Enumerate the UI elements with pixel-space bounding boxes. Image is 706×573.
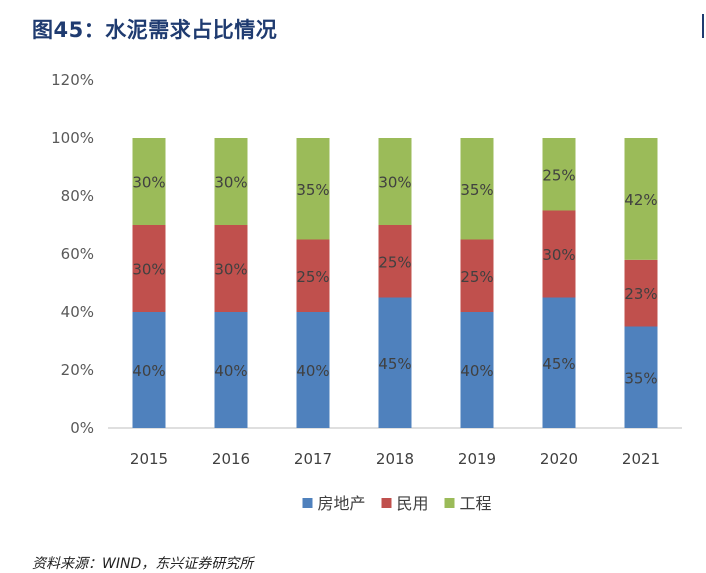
data-label: 30% — [542, 246, 575, 264]
bar-segment — [624, 259, 658, 327]
bar-segment — [214, 138, 248, 225]
bar-segment — [460, 312, 494, 428]
chart-title: 图45：水泥需求占比情况 — [32, 18, 278, 42]
data-label: 30% — [378, 174, 411, 192]
legend-swatch — [381, 498, 392, 508]
x-tick-label: 2016 — [212, 450, 250, 468]
data-label: 30% — [132, 174, 165, 192]
bar-segment — [624, 326, 658, 428]
bar-segment — [132, 225, 166, 312]
data-label: 25% — [542, 166, 575, 184]
bar-segment — [296, 239, 330, 312]
data-label: 40% — [296, 362, 329, 380]
x-tick-label: 2020 — [540, 450, 578, 468]
y-tick-label: 20% — [61, 361, 94, 379]
bar-segment — [542, 297, 576, 428]
title-divider — [702, 14, 704, 38]
bar-segment — [296, 138, 330, 240]
bar-segment — [132, 312, 166, 428]
x-tick-label: 2015 — [130, 450, 168, 468]
x-tick-label: 2017 — [294, 450, 332, 468]
y-tick-label: 60% — [61, 245, 94, 263]
bar-segment — [542, 210, 576, 298]
bar-segment — [460, 239, 494, 312]
data-label: 35% — [624, 369, 657, 387]
x-tick-label: 2021 — [622, 450, 660, 468]
data-label: 25% — [378, 253, 411, 271]
data-label: 40% — [132, 362, 165, 380]
data-label: 30% — [214, 261, 247, 279]
bar-segment — [214, 312, 248, 428]
legend-label: 房地产 — [318, 494, 366, 513]
data-label: 30% — [214, 174, 247, 192]
data-label: 45% — [378, 355, 411, 373]
y-tick-label: 40% — [61, 303, 94, 321]
data-label: 30% — [132, 261, 165, 279]
y-tick-label: 100% — [51, 129, 94, 147]
legend-swatch — [444, 498, 455, 508]
legend-swatch — [302, 498, 313, 508]
source-note: 资料来源：WIND，东兴证券研究所 — [32, 556, 254, 572]
legend-label: 工程 — [460, 494, 492, 513]
bar-segment — [542, 138, 576, 211]
bar-segment — [378, 297, 412, 428]
data-label: 23% — [624, 285, 657, 303]
x-tick-label: 2018 — [376, 450, 414, 468]
data-label: 35% — [460, 181, 493, 199]
bar-segment — [214, 225, 248, 312]
legend-label: 民用 — [397, 494, 429, 513]
data-label: 25% — [460, 268, 493, 286]
bar-segment — [378, 138, 412, 225]
x-tick-label: 2019 — [458, 450, 496, 468]
data-label: 42% — [624, 191, 657, 209]
bar-segment — [296, 312, 330, 428]
data-label: 25% — [296, 268, 329, 286]
data-label: 45% — [542, 355, 575, 373]
bar-segment — [378, 225, 412, 298]
bar-segment — [460, 138, 494, 240]
y-tick-label: 0% — [70, 419, 94, 437]
y-tick-label: 80% — [61, 187, 94, 205]
y-tick-label: 120% — [51, 71, 94, 89]
bar-segment — [624, 138, 658, 260]
data-label: 35% — [296, 181, 329, 199]
bar-segment — [132, 138, 166, 225]
data-label: 40% — [460, 362, 493, 380]
data-label: 40% — [214, 362, 247, 380]
